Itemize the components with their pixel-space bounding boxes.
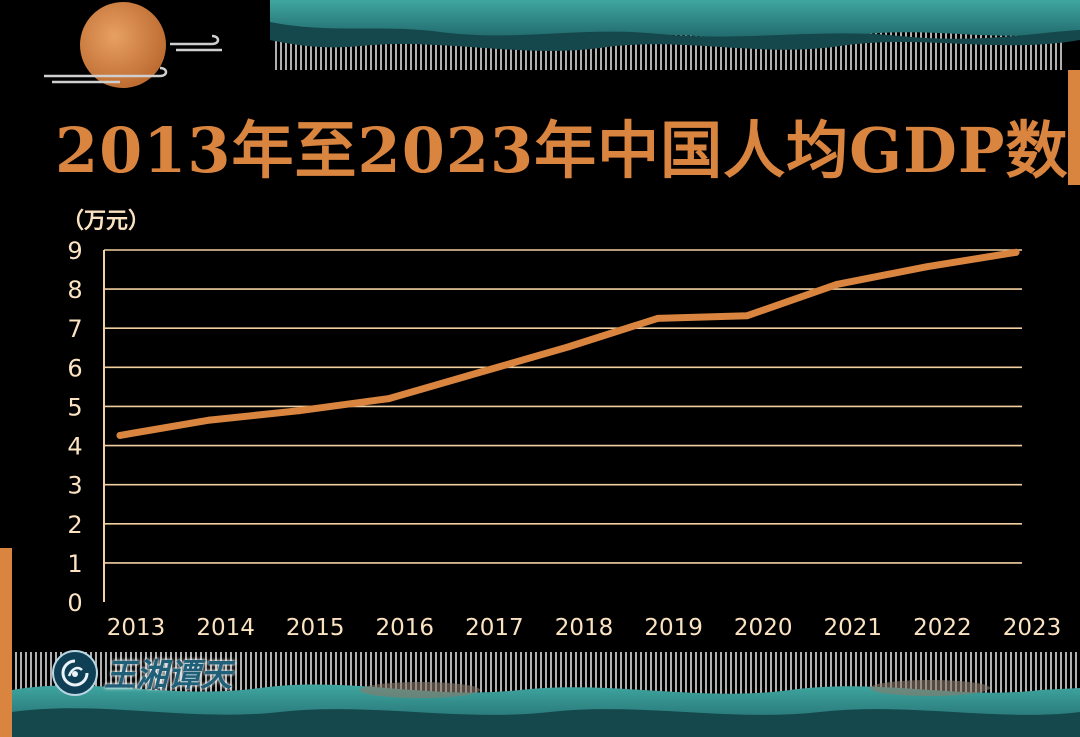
bottom-wave-dark	[12, 708, 1080, 737]
y-tick-label: 5	[67, 393, 82, 421]
y-tick-label: 0	[67, 589, 82, 617]
y-tick-label: 4	[67, 433, 82, 461]
x-axis-ticks: 2013 2014 2015 2016 2017 2018 2019 2020 2021 2022…	[107, 615, 1062, 641]
sun-icon	[80, 2, 166, 88]
data-point-2014	[206, 416, 214, 424]
y-tick-label: 1	[67, 550, 82, 578]
x-tick-label: 2019	[644, 615, 703, 641]
bottom-decoration	[0, 548, 1080, 737]
circular-logo-icon	[52, 650, 98, 696]
y-tick-label: 7	[67, 315, 82, 343]
brand-name: 王湘谭天	[104, 656, 233, 694]
grid-lines	[104, 249, 1022, 564]
data-point-2017	[474, 369, 482, 377]
brand-logo: 王湘谭天	[52, 650, 232, 696]
x-tick-label: 2020	[734, 615, 793, 641]
x-tick-label: 2023	[1003, 615, 1062, 641]
x-tick-label: 2021	[824, 615, 883, 641]
data-point-2020	[743, 312, 751, 320]
cloud-icon	[44, 34, 222, 84]
top-wave-dark	[270, 22, 1080, 51]
y-axis-unit-label: （万元）	[62, 209, 151, 234]
data-point-2013	[116, 431, 124, 439]
x-tick-label: 2013	[107, 615, 166, 641]
y-axis-ticks: 0 1 2 3 4 5 6 7 8 9	[67, 237, 82, 617]
x-tick-label: 2018	[555, 615, 614, 641]
data-point-2023	[1012, 248, 1020, 256]
x-tick-label: 2022	[913, 615, 972, 641]
left-accent-bar	[0, 548, 12, 737]
y-tick-label: 9	[67, 237, 82, 265]
x-tick-label: 2015	[286, 615, 345, 641]
data-point-2019	[654, 314, 662, 322]
data-point-2015	[295, 407, 303, 415]
data-point-2018	[564, 343, 572, 351]
y-tick-label: 3	[67, 472, 82, 500]
bottom-hill-2	[870, 680, 990, 696]
top-decoration	[44, 0, 1080, 185]
x-tick-label: 2017	[465, 615, 524, 641]
data-point-2021	[833, 280, 841, 288]
page-title: 2013年至2023年中国人均GDP数据	[55, 114, 1080, 187]
x-tick-label: 2016	[376, 615, 435, 641]
bottom-hill-1	[360, 682, 480, 698]
y-tick-label: 8	[67, 276, 82, 304]
y-tick-label: 6	[67, 354, 82, 382]
y-tick-label: 2	[67, 511, 82, 539]
series-group	[116, 248, 1020, 439]
data-point-2016	[385, 395, 393, 403]
x-tick-label: 2014	[196, 615, 255, 641]
data-point-2022	[922, 263, 930, 271]
right-accent-bar	[1068, 70, 1080, 185]
top-wave-teal	[270, 0, 1080, 45]
